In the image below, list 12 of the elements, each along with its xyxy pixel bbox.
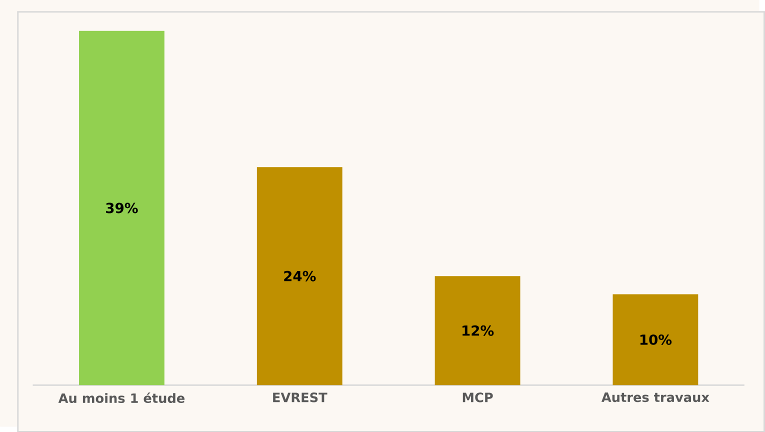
- x-tick-label: EVREST: [273, 392, 328, 402]
- bar: [612, 294, 698, 385]
- x-tick-label: Au moins 1 étude: [58, 392, 185, 403]
- data-label: 24%: [284, 270, 316, 282]
- data-label: 10%: [640, 334, 672, 345]
- bar: [79, 30, 164, 385]
- x-tick-label: MCP: [462, 392, 493, 402]
- bar: [256, 166, 342, 385]
- x-tick-label: Autres travaux: [601, 392, 710, 402]
- bar: [434, 276, 520, 385]
- data-label: 39%: [106, 202, 138, 213]
- data-label: 12%: [462, 325, 494, 336]
